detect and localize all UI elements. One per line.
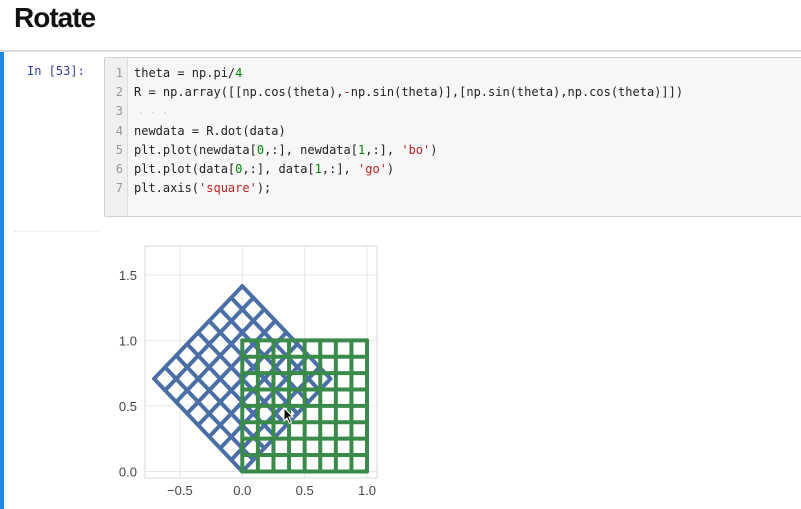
section-heading: Rotate bbox=[14, 2, 96, 33]
heading-divider bbox=[0, 50, 801, 52]
line-number: 5 bbox=[115, 142, 123, 157]
blue-series-line bbox=[163, 295, 256, 393]
code-token: ) bbox=[386, 162, 395, 176]
code-token: ,:], newdata[ bbox=[264, 142, 358, 157]
code-token: 'bo' bbox=[401, 142, 431, 157]
scatter-plot: −0.5 0.0 0.5 1.0 0.0 0.5 1.0 1.5 bbox=[119, 245, 378, 498]
code-token: ,:], data[ bbox=[242, 162, 315, 176]
line-number: 2 bbox=[115, 85, 123, 100]
code-text: newdata = R.dot(data) bbox=[134, 122, 286, 141]
code-token: R = np.array([[np.cos(theta), bbox=[134, 85, 344, 100]
code-token: 0 bbox=[256, 142, 265, 157]
blue-series-line bbox=[152, 284, 245, 381]
code-token: 1 bbox=[314, 162, 322, 176]
blue-series-line bbox=[240, 284, 333, 381]
mouse-cursor-icon bbox=[283, 407, 295, 425]
code-text: plt.axis('square'); bbox=[134, 179, 271, 198]
selected-cell-indicator bbox=[0, 52, 4, 509]
y-tick-label: 0.5 bbox=[119, 399, 137, 414]
blue-series-line bbox=[174, 307, 267, 404]
code-token: ,:], bbox=[365, 142, 402, 157]
y-tick-label: 1.5 bbox=[119, 268, 137, 283]
code-token: plt.plot(newdata[ bbox=[134, 142, 257, 157]
code-token: np.sin(theta)],[np.sin(theta),np.cos(the… bbox=[350, 85, 684, 100]
code-token: 4 bbox=[235, 66, 243, 80]
code-token: ,:], bbox=[321, 162, 358, 176]
code-text: R = np.array([[np.cos(theta),-np.sin(the… bbox=[134, 83, 683, 102]
code-token: plt.plot(data[ bbox=[134, 162, 236, 176]
output-prompt-area bbox=[14, 231, 100, 232]
code-token: 0 bbox=[235, 162, 243, 176]
code-text: plt.plot(newdata[0,:], newdata[1,:], 'bo… bbox=[134, 141, 437, 160]
code-token: ); bbox=[256, 181, 272, 196]
code-cell-editor[interactable]: 1 theta = np.pi/4 2 R = np.array([[np.cos(t… bbox=[104, 57, 801, 217]
code-token: - bbox=[343, 85, 351, 100]
x-tick-label: 0.0 bbox=[233, 483, 251, 498]
blank-line-placeholder: · · · bbox=[138, 108, 169, 119]
blue-series-line bbox=[207, 318, 300, 416]
line-number: 3 bbox=[115, 104, 123, 119]
line-number: 6 bbox=[115, 162, 123, 176]
y-tick-label: 1.0 bbox=[119, 333, 137, 348]
line-number: 7 bbox=[115, 181, 123, 196]
code-token: newdata = R.dot(data) bbox=[134, 123, 286, 138]
x-tick-label: 1.0 bbox=[358, 483, 376, 498]
blue-series-line bbox=[185, 318, 278, 416]
line-number: 4 bbox=[115, 123, 123, 138]
line-number: 1 bbox=[115, 66, 123, 80]
x-tick-label: −0.5 bbox=[167, 483, 193, 498]
code-token: theta = np.pi/ bbox=[134, 66, 236, 80]
code-text: plt.plot(data[0,:], data[1,:], 'go') bbox=[134, 160, 394, 179]
code-token: 'square' bbox=[199, 181, 257, 196]
code-token: plt.axis( bbox=[134, 181, 200, 196]
code-token: 1 bbox=[357, 142, 366, 157]
input-prompt: In [53]: bbox=[27, 64, 85, 78]
x-tick-label: 0.5 bbox=[296, 483, 314, 498]
code-token: ) bbox=[430, 142, 438, 157]
code-text: theta = np.pi/4 bbox=[134, 64, 242, 83]
line-number-gutter bbox=[105, 58, 128, 216]
y-tick-label: 0.0 bbox=[119, 464, 137, 479]
code-token: 'go' bbox=[358, 162, 387, 176]
